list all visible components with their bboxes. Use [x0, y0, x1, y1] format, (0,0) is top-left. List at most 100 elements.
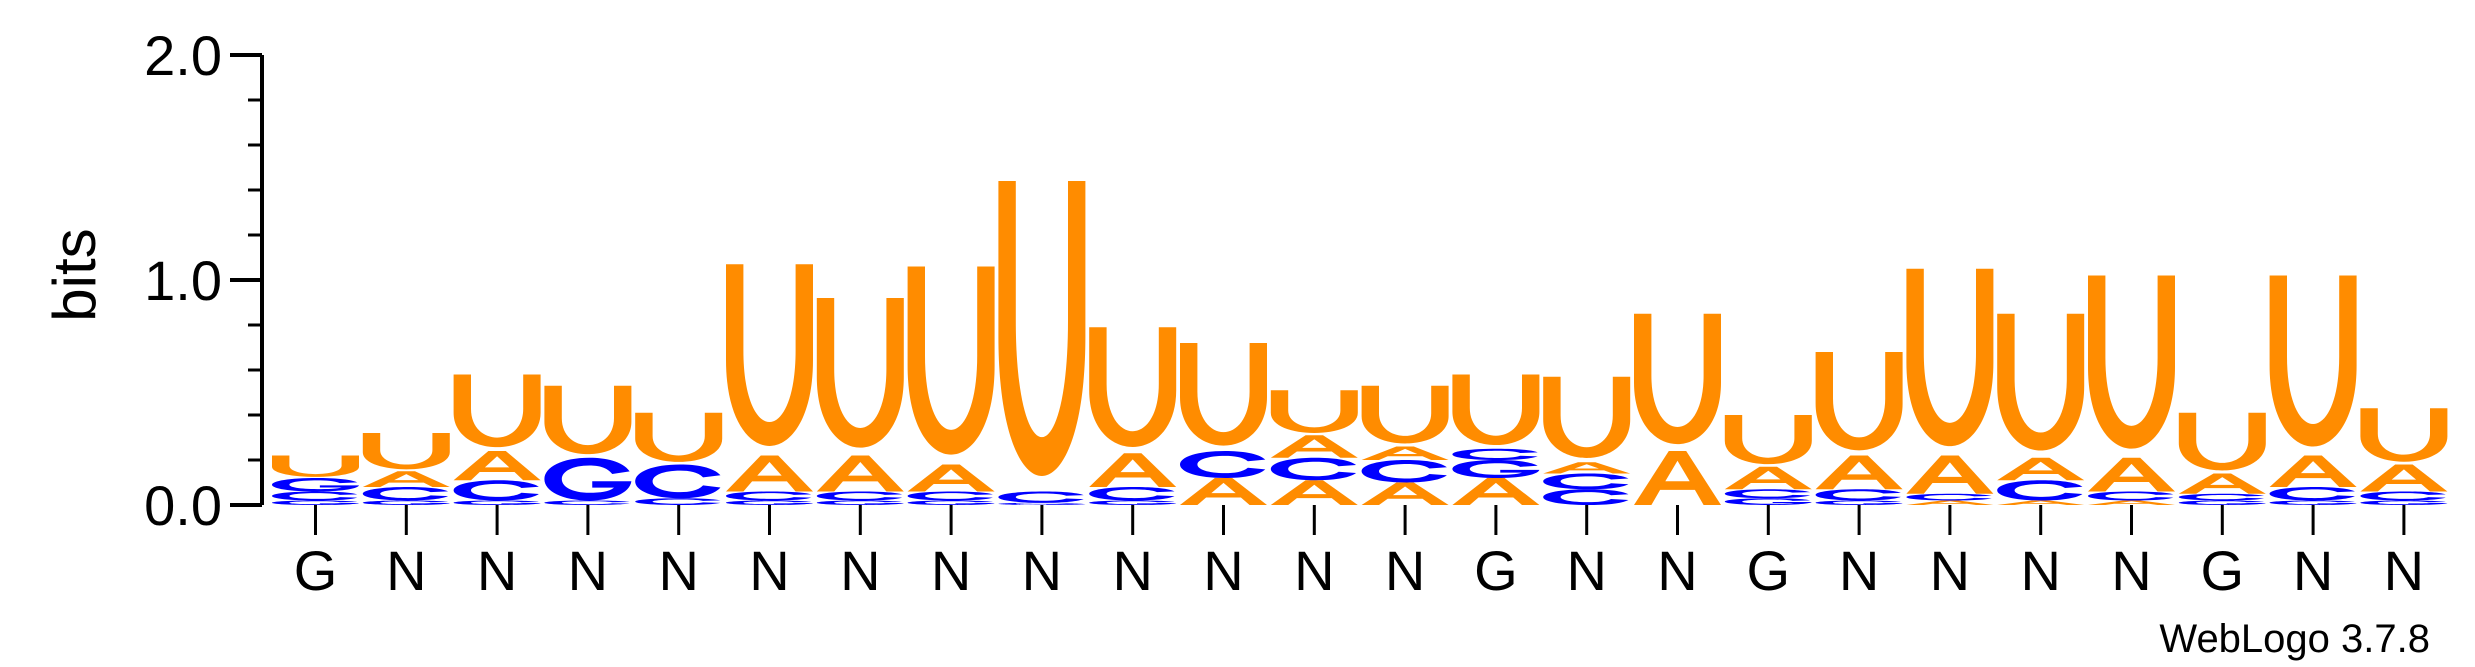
logo-letter-U — [2178, 412, 2266, 471]
logo-letter-C — [1815, 489, 1901, 501]
logo-letter-C — [635, 464, 721, 499]
logo-letter-U — [1089, 327, 1177, 447]
logo-letter-C — [453, 480, 539, 501]
logo-letter-A — [1270, 480, 1358, 505]
logo-letter-A — [1634, 451, 1721, 505]
logo-letter-G — [1452, 460, 1540, 478]
logo-letter-A — [907, 464, 995, 492]
logo-letter-A — [2269, 455, 2357, 487]
logo-letter-G — [272, 500, 359, 505]
x-tick-label: N — [2020, 539, 2060, 602]
logo-letter-G — [272, 478, 359, 492]
logo-letter-C — [544, 500, 630, 505]
logo-letter-U — [1906, 268, 1994, 447]
logo-letter-G — [1089, 500, 1177, 505]
logo-letter-U — [2088, 275, 2175, 449]
y-tick-label: 1.0 — [144, 249, 222, 312]
logo-letter-C — [816, 491, 903, 501]
logo-letter-U — [1815, 352, 1903, 451]
logo-letter-U — [362, 433, 450, 470]
x-tick-label: N — [1385, 539, 1425, 602]
logo-letter-G — [453, 500, 541, 505]
logo-letter-C — [1089, 487, 1175, 501]
logo-letter-U — [2269, 275, 2357, 447]
logo-letter-C — [1270, 457, 1357, 481]
y-axis: 0.0 1.0 2.0 — [144, 24, 264, 537]
logo-letter-C — [1997, 480, 2083, 501]
x-tick-label: N — [2111, 539, 2151, 602]
logo-letter-U — [726, 264, 813, 446]
logo-letter-G — [1815, 500, 1903, 505]
logo-letter-U — [1361, 385, 1449, 444]
logo-letter-C — [362, 487, 449, 501]
logo-letter-C — [635, 498, 721, 505]
logo-letter-C — [1543, 473, 1629, 490]
x-tick-label: N — [1203, 539, 1243, 602]
x-tick-label: N — [477, 539, 517, 602]
x-tick-label: N — [1566, 539, 1606, 602]
logo-letter-A — [1180, 478, 1267, 505]
logo-letter-A — [816, 455, 904, 492]
x-tick-label: G — [1474, 539, 1518, 602]
x-tick-label: N — [658, 539, 698, 602]
logo-letter-U — [1180, 343, 1267, 446]
logo-letter-C — [1543, 489, 1629, 505]
logo-letter-A — [1543, 462, 1631, 474]
logo-letter-G — [726, 500, 813, 505]
logo-letter-G — [2269, 500, 2357, 505]
logo-letter-A — [2088, 457, 2175, 492]
logo-letter-A — [1724, 466, 1812, 490]
logo-letter-A — [1270, 435, 1358, 458]
logo-letter-C — [272, 491, 358, 501]
logo-letter-A — [2088, 500, 2175, 505]
logo-letter-C — [1180, 451, 1266, 478]
y-tick-label: 0.0 — [144, 474, 222, 537]
logo-letter-U — [907, 266, 995, 455]
logo-stacks — [272, 181, 2448, 505]
logo-letter-A — [1361, 482, 1449, 505]
x-tick-label: N — [840, 539, 880, 602]
x-tick-label: N — [1839, 539, 1879, 602]
logo-letter-A — [362, 471, 450, 487]
logo-letter-A — [1361, 446, 1449, 460]
x-tick-label: N — [568, 539, 608, 602]
logo-letter-U — [1997, 313, 2085, 451]
logo-letter-A — [1089, 453, 1177, 487]
logo-letter-U — [1452, 374, 1540, 446]
x-tick-label: N — [1022, 539, 1062, 602]
logo-letter-C — [1452, 448, 1538, 460]
logo-letter-A — [1815, 455, 1903, 490]
x-tick-label: G — [2201, 539, 2245, 602]
logo-letter-C — [1724, 489, 1811, 499]
x-tick-label: N — [1112, 539, 1152, 602]
weblogo-credit: WebLogo 3.7.8 — [2159, 617, 2430, 661]
logo-letter-U — [1724, 415, 1812, 465]
logo-letter-A — [453, 451, 541, 481]
logo-letter-U — [2360, 408, 2448, 462]
logo-letter-G — [907, 500, 995, 505]
x-tick-label: N — [1294, 539, 1334, 602]
logo-letter-A — [726, 455, 813, 492]
logo-letter-C — [1361, 460, 1447, 483]
logo-letter-U — [453, 374, 541, 448]
logo-letter-C — [2269, 487, 2355, 501]
x-tick-label: N — [1657, 539, 1697, 602]
x-tick-label: N — [386, 539, 426, 602]
logo-letter-C — [2178, 493, 2265, 501]
logo-letter-C — [726, 491, 812, 501]
x-tick-label: G — [294, 539, 338, 602]
logo-letter-C — [2088, 491, 2174, 501]
logo-letter-G — [1724, 498, 1812, 505]
x-tick-label: N — [2293, 539, 2333, 602]
logo-letter-C — [1906, 493, 1992, 501]
logo-letter-A — [1906, 500, 1994, 505]
x-tick-label: N — [749, 539, 789, 602]
logo-letter-U — [998, 181, 1086, 476]
y-axis-title: bits — [41, 228, 108, 321]
logo-letter-U — [272, 455, 359, 477]
logo-letter-G — [816, 500, 904, 505]
logo-letter-G — [998, 502, 1086, 505]
logo-letter-U — [544, 385, 632, 455]
x-tick-label: N — [1930, 539, 1970, 602]
